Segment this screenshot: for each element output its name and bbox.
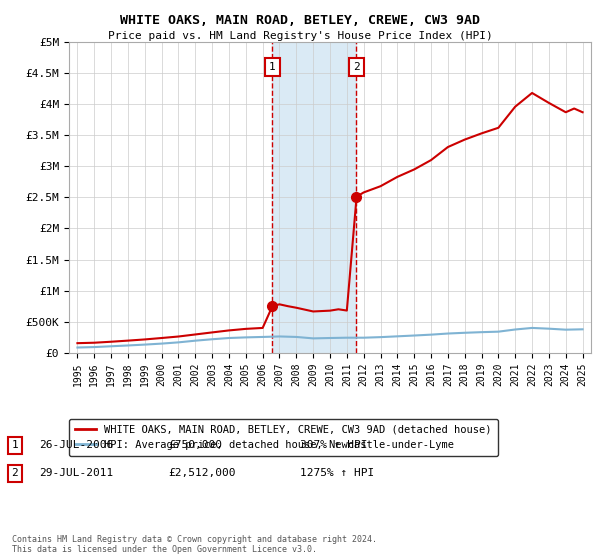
Text: 1: 1 <box>269 62 275 72</box>
Bar <box>272 42 356 353</box>
Text: WHITE OAKS, MAIN ROAD, BETLEY, CREWE, CW3 9AD: WHITE OAKS, MAIN ROAD, BETLEY, CREWE, CW… <box>120 14 480 27</box>
Text: 26-JUL-2006: 26-JUL-2006 <box>39 440 113 450</box>
Text: £2,512,000: £2,512,000 <box>168 468 236 478</box>
Legend: WHITE OAKS, MAIN ROAD, BETLEY, CREWE, CW3 9AD (detached house), HPI: Average pri: WHITE OAKS, MAIN ROAD, BETLEY, CREWE, CW… <box>69 419 498 456</box>
Text: 29-JUL-2011: 29-JUL-2011 <box>39 468 113 478</box>
Text: 1275% ↑ HPI: 1275% ↑ HPI <box>300 468 374 478</box>
Text: 2: 2 <box>353 62 360 72</box>
Text: 307% ↑ HPI: 307% ↑ HPI <box>300 440 367 450</box>
Text: 1: 1 <box>11 440 19 450</box>
Text: Contains HM Land Registry data © Crown copyright and database right 2024.
This d: Contains HM Land Registry data © Crown c… <box>12 535 377 554</box>
Text: Price paid vs. HM Land Registry's House Price Index (HPI): Price paid vs. HM Land Registry's House … <box>107 31 493 41</box>
Text: £750,000: £750,000 <box>168 440 222 450</box>
Text: 2: 2 <box>11 468 19 478</box>
